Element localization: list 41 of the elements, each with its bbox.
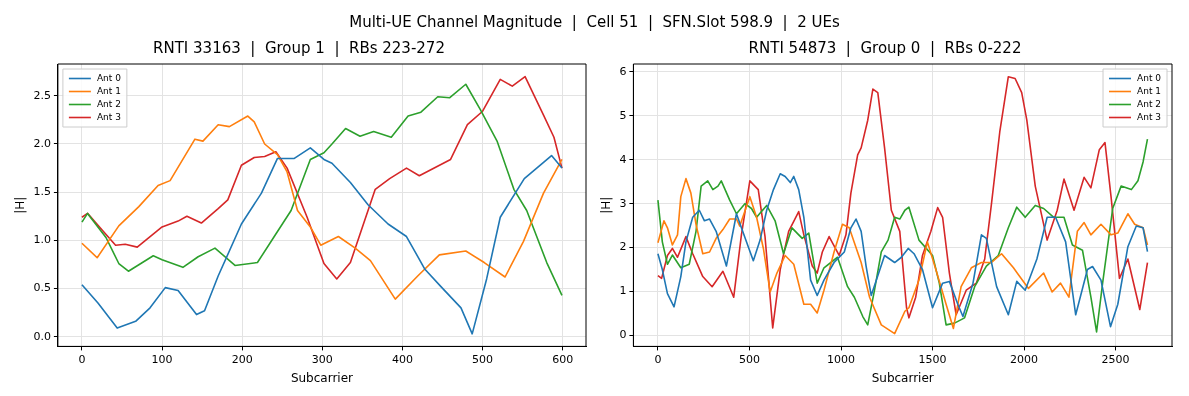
chart-title: RNTI 33163 | Group 1 | RBs 223-272 — [153, 38, 445, 57]
x-axis-title: Subcarrier — [871, 370, 934, 385]
x-tick-label: 1500 — [918, 352, 947, 366]
y-axis-title: |H| — [599, 196, 614, 214]
x-tick-label: 500 — [738, 352, 760, 366]
y-tick-label: 2 — [619, 240, 627, 254]
legend-label: Ant 3 — [1137, 111, 1162, 122]
y-tick-label: 0.5 — [33, 281, 51, 295]
legend-label: Ant 1 — [1137, 85, 1162, 96]
y-tick-label: 1 — [619, 284, 627, 298]
y-tick-label: 1.5 — [33, 185, 51, 199]
y-tick-label: 0 — [619, 328, 627, 342]
legend-label: Ant 3 — [96, 111, 121, 122]
y-tick-label: 1.0 — [33, 233, 51, 247]
x-tick-label: 1000 — [827, 352, 855, 366]
y-tick-label: 6 — [619, 64, 627, 78]
y-tick-label: 5 — [619, 108, 627, 122]
x-tick-label: 300 — [311, 352, 333, 366]
x-tick-label: 100 — [151, 352, 173, 366]
y-axis-title: |H| — [13, 196, 28, 214]
x-tick-label: 600 — [552, 352, 574, 366]
y-tick-label: 2.5 — [33, 88, 51, 102]
legend-label: Ant 0 — [96, 72, 122, 83]
y-tick-label: 4 — [619, 152, 627, 166]
x-tick-label: 2500 — [1101, 352, 1130, 366]
x-tick-label: 0 — [78, 352, 86, 366]
legend-label: Ant 1 — [96, 85, 121, 96]
y-tick-label: 2.0 — [33, 136, 51, 150]
y-tick-label: 0.0 — [33, 329, 51, 343]
chart-title: RNTI 54873 | Group 0 | RBs 0-222 — [748, 38, 1022, 57]
x-axis-title: Subcarrier — [290, 370, 354, 385]
x-tick-label: 500 — [472, 352, 494, 366]
y-tick-label: 3 — [619, 196, 627, 210]
x-tick-label: 200 — [231, 352, 253, 366]
legend-label: Ant 2 — [1137, 98, 1162, 109]
legend-label: Ant 2 — [96, 98, 121, 109]
text: Multi-UE Channel Magnitude | Cell 51 | SFN.Slot 598.9 | 2 UEs — [348, 12, 841, 33]
x-tick-label: 0 — [654, 352, 662, 366]
legend-label: Ant 0 — [1137, 72, 1162, 83]
x-tick-label: 400 — [391, 352, 413, 366]
x-tick-label: 2000 — [1010, 352, 1039, 366]
